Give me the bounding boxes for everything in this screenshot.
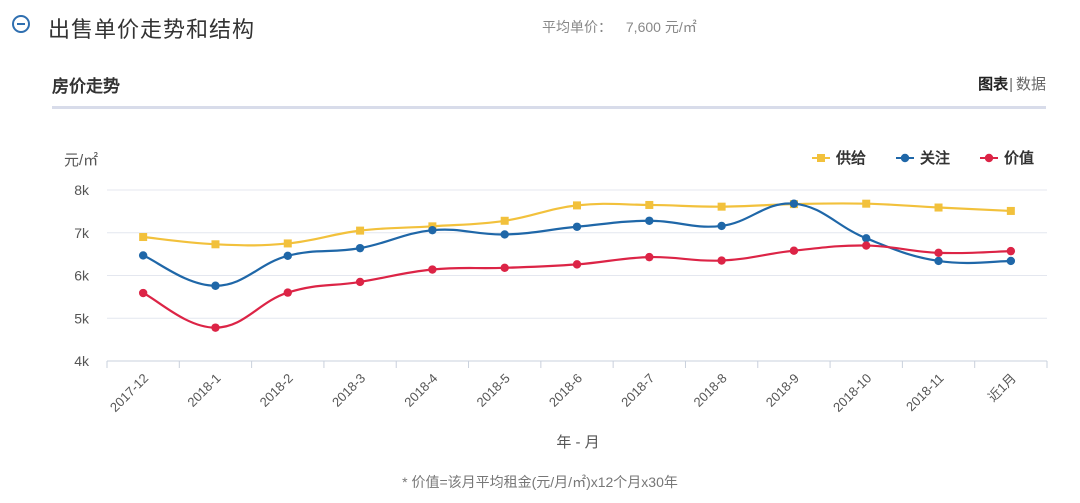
data-point[interactable]	[645, 200, 654, 209]
data-point[interactable]	[138, 288, 148, 298]
data-point[interactable]	[572, 260, 582, 269]
legend-marker	[900, 153, 910, 163]
y-tick-label: 7k	[74, 225, 90, 241]
legend: 供给 关注 价值	[812, 149, 1034, 167]
panel-header: 房价走势 图表| 数据	[52, 66, 1046, 109]
data-point[interactable]	[356, 226, 365, 235]
data-point[interactable]	[355, 277, 365, 287]
x-tick-label: 2018-1	[184, 371, 223, 410]
y-tick-label: 5k	[74, 310, 90, 326]
y-axis-label: 元/㎡	[64, 152, 98, 169]
data-point[interactable]	[139, 233, 148, 242]
data-point[interactable]	[862, 199, 871, 208]
view-separator: |	[1009, 76, 1013, 93]
footnote: * 价值=该月平均租金(元/月/㎡)x12个月x30年	[402, 474, 678, 490]
average-price-value: 7,600 元/㎡	[625, 19, 697, 35]
data-point[interactable]	[500, 216, 509, 225]
data-point[interactable]	[862, 234, 871, 243]
data-point[interactable]	[717, 256, 726, 265]
legend-marker	[984, 153, 994, 163]
data-point[interactable]	[645, 252, 654, 262]
x-axis-label: 年 - 月	[556, 434, 599, 451]
data-point[interactable]	[934, 203, 943, 212]
tab-chart[interactable]: 图表	[978, 76, 1009, 93]
average-price-label: 平均单价：	[542, 19, 612, 35]
data-point[interactable]	[500, 263, 509, 273]
data-point[interactable]	[211, 323, 220, 332]
data-point[interactable]	[645, 216, 654, 225]
data-point[interactable]	[862, 241, 871, 250]
collapse-icon[interactable]	[12, 15, 30, 33]
data-point[interactable]	[355, 243, 365, 253]
legend-marker	[817, 154, 825, 162]
section-header: 出售单价走势和结构 平均单价： 7,600 元/㎡	[0, 0, 1080, 52]
y-tick-label: 8k	[74, 182, 90, 198]
x-tick-label: 2018-6	[546, 371, 585, 410]
y-tick-label: 6k	[74, 268, 90, 284]
data-point[interactable]	[211, 240, 220, 249]
data-point[interactable]	[717, 221, 726, 231]
data-point[interactable]	[428, 265, 437, 274]
x-tick-label: 2018-8	[691, 371, 730, 410]
data-point[interactable]	[500, 230, 509, 239]
legend-label[interactable]: 供给	[835, 149, 866, 167]
x-axis: 2017-12 2018-1 2018-2 2018-3 2018-4 2018-5 201…	[106, 360, 1048, 415]
x-tick-label: 2018-9	[763, 371, 802, 410]
section-title: 出售单价走势和结构	[48, 17, 256, 42]
x-tick-label: 2018-11	[903, 371, 947, 415]
tab-data[interactable]: 数据	[1015, 76, 1046, 93]
data-point[interactable]	[211, 281, 220, 290]
grid	[107, 189, 1047, 319]
x-tick-label: 2017-12	[107, 371, 151, 415]
x-tick-label: 2018-2	[257, 371, 296, 410]
data-point[interactable]	[1006, 246, 1016, 256]
x-tick-label: 2018-3	[329, 371, 368, 410]
data-point[interactable]	[717, 202, 726, 211]
x-tick-label: 近1月	[985, 371, 1019, 405]
x-tick-label: 2018-7	[618, 371, 657, 410]
average-price: 平均单价： 7,600 元/㎡	[542, 17, 697, 37]
data-point[interactable]	[934, 248, 943, 258]
data-point[interactable]	[572, 222, 582, 231]
legend-label[interactable]: 价值	[1004, 149, 1034, 167]
data-point[interactable]	[1006, 256, 1016, 266]
panel-title: 房价走势	[52, 77, 120, 96]
data-point[interactable]	[283, 288, 292, 297]
y-tick-label: 4k	[74, 353, 90, 369]
x-tick-label: 2018-4	[401, 371, 440, 410]
series-line	[142, 244, 1011, 329]
legend-label[interactable]: 关注	[920, 149, 950, 167]
series-points	[138, 199, 1016, 332]
data-point[interactable]	[1006, 206, 1015, 215]
data-point[interactable]	[428, 225, 437, 235]
data-point[interactable]	[283, 251, 292, 261]
data-point[interactable]	[789, 199, 799, 208]
data-point[interactable]	[138, 251, 148, 260]
x-tick-label: 2018-10	[830, 371, 874, 415]
data-point[interactable]	[283, 239, 292, 248]
y-axis: 4k 5k 6k 7k 8k	[74, 182, 90, 369]
view-switch: 图表| 数据	[978, 73, 1046, 94]
data-point[interactable]	[934, 256, 943, 266]
x-tick-label: 2018-5	[474, 371, 513, 410]
data-point[interactable]	[789, 246, 799, 255]
data-point[interactable]	[573, 201, 581, 210]
